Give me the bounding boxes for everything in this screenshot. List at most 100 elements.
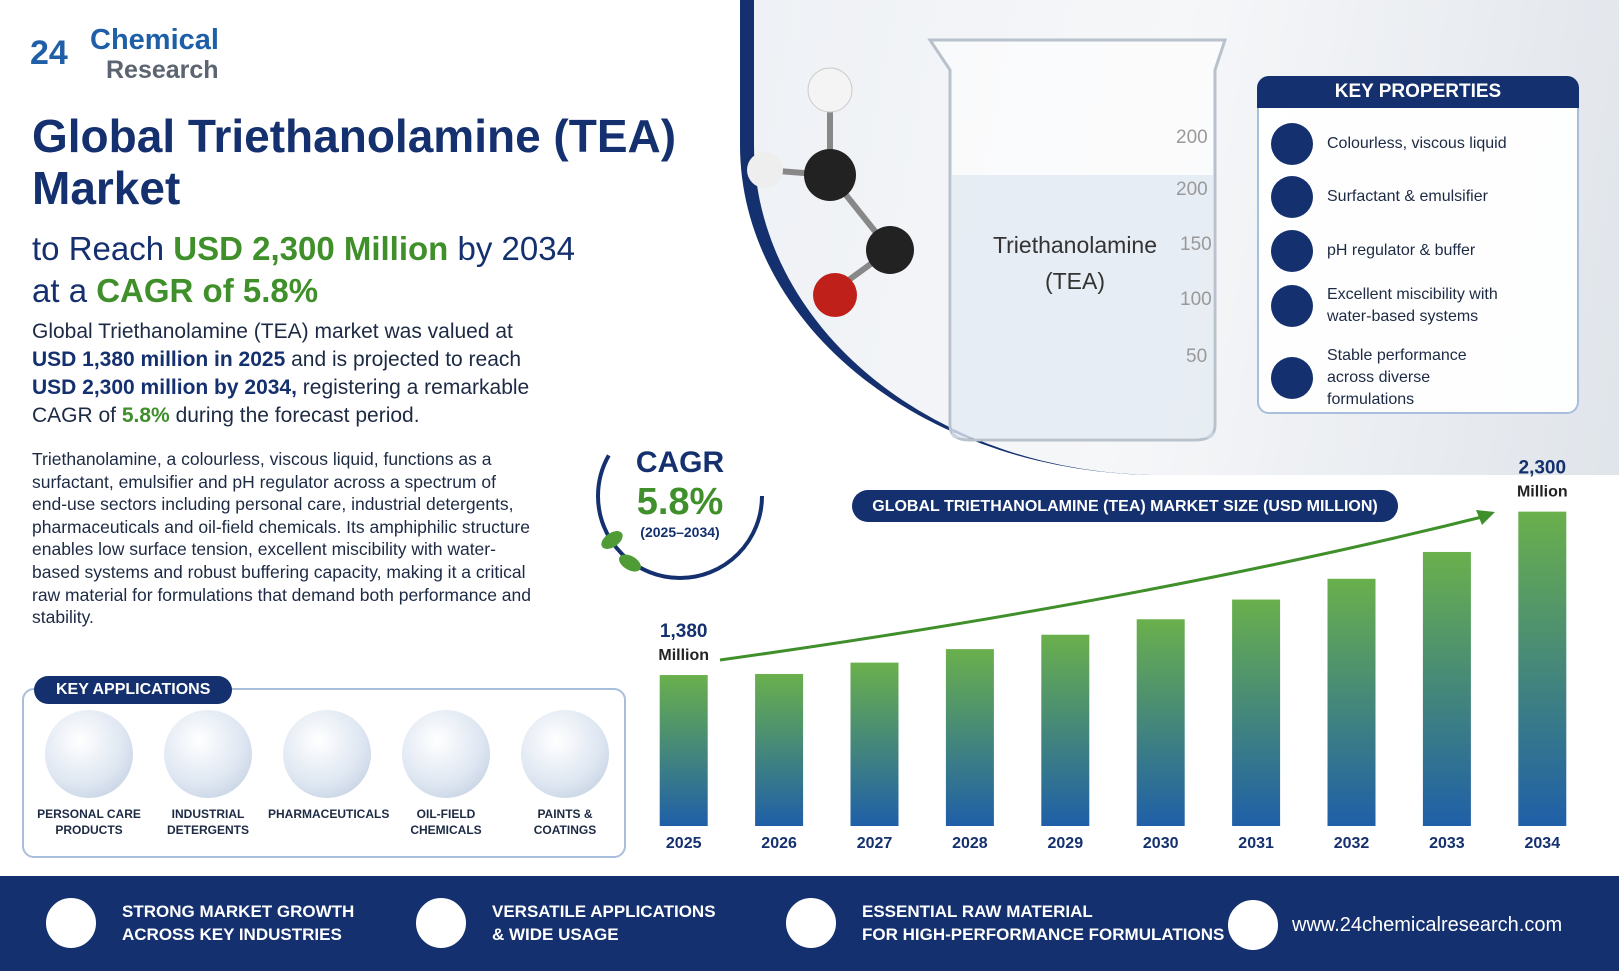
application-label: CHEMICALS [410,823,482,837]
subtitle-text: to Reach [32,230,174,267]
property-icon [1271,357,1313,399]
beaker-label: (TEA) [1045,268,1105,294]
title-line: Global Triethanolamine (TEA) [32,110,677,162]
property: Stable performance across diverse formul… [1271,345,1571,411]
footer-line: STRONG MARKET GROWTH [122,902,355,921]
application-label: INDUSTRIAL [171,807,245,821]
key-applications-title: KEY APPLICATIONS [34,676,233,704]
beaker-label: Triethanolamine [993,232,1157,258]
subtitle-text: by 2034 [448,230,575,267]
bar [1422,551,1471,826]
bar [1041,634,1090,826]
footer-line: ACROSS KEY INDUSTRIES [122,925,342,944]
logo-text: Research [106,56,219,84]
x-tick-label: 2033 [1429,835,1465,852]
beaker-scale: 200 [1176,179,1208,200]
summary-highlight: 5.8% [121,404,170,427]
x-tick-label: 2030 [1143,835,1179,852]
footer-line: ESSENTIAL RAW MATERIAL [862,902,1093,921]
website: www.24chemicalresearch.com [1228,900,1562,950]
globe-icon [1228,900,1278,950]
summary-highlight: USD 1,380 million in 2025 [32,348,286,371]
footer-line: FOR HIGH-PERFORMANCE FORMULATIONS [862,925,1225,944]
application-label: PHARMACEUTICALS [268,807,390,821]
property: Colourless, viscous liquid [1271,123,1571,165]
key-properties: KEY PROPERTIES Colourless, viscous liqui… [1257,76,1579,414]
application-label: PRODUCTS [55,823,123,837]
trend-arrow [719,513,1491,662]
bar [1518,511,1567,826]
property-icon [1271,176,1313,218]
bar [1327,578,1376,826]
cagr-period: (2025–2034) [640,524,719,540]
property-text: Excellent miscibility with water-based s… [1327,286,1498,325]
application-image [521,710,609,798]
application: INDUSTRIAL DETERGENTS [149,710,267,838]
logo-number: 24 [30,34,68,72]
subtitle: to Reach USD 2,300 Million by 2034 at a … [32,228,575,312]
beaker: Triethanolamine (TEA) 200 200 150 100 50 [927,38,1228,442]
application: PHARMACEUTICALS [268,710,390,822]
beaker-scale: 150 [1180,234,1212,255]
application-label: PAINTS & [537,807,593,821]
summary-text: registering a remarkable CAGR of [32,376,530,427]
trend-arrow-head [1476,510,1495,525]
application-image [164,710,252,798]
description: Triethanolamine, a colourless, viscous l… [32,449,532,628]
chart-title-bg [852,490,1398,522]
footer-text: STRONG MARKET GROWTH ACROSS KEY INDUSTRIE… [122,900,354,946]
application-label: DETERGENTS [166,823,249,837]
value-label: 1,380 [660,621,708,642]
application: PAINTS & COATINGS [506,710,624,838]
value-unit: Million [1517,484,1568,501]
bar [755,673,804,826]
summary-text: Global Triethanolamine (TEA) market was … [32,320,513,343]
property-icon [1271,123,1313,165]
footer: STRONG MARKET GROWTH ACROSS KEY INDUSTRIE… [0,876,1619,971]
property-text: Colourless, viscous liquid [1327,135,1507,152]
property: pH regulator & buffer [1271,230,1571,272]
bar [1232,599,1281,826]
summary-text: and is projected to reach [285,348,522,371]
application-image [283,710,371,798]
key-applications: KEY APPLICATIONS PERSONAL CARE PRODUCTS IN… [22,676,626,858]
property-text: Stable performance across diverse formul… [1327,347,1467,408]
footer-line: & WIDE USAGE [492,925,619,944]
footer-line: VERSATILE APPLICATIONS [492,902,716,921]
application: PERSONAL CARE PRODUCTS [30,710,148,838]
value-label: 2,300 [1519,458,1567,479]
website-text: www.24chemicalresearch.com [1292,913,1563,936]
x-tick-label: 2028 [952,835,988,852]
x-tick-label: 2034 [1525,835,1561,852]
logo-text: Chemical [90,24,219,56]
title: Global Triethanolamine (TEA) Market [32,110,676,214]
beaker-scale: 200 [1176,127,1208,148]
footer-item: STRONG MARKET GROWTH ACROSS KEY INDUSTRIE… [46,898,354,948]
property: Excellent miscibility with water-based s… [1271,284,1571,328]
x-tick-label: 2032 [1334,835,1370,852]
cagr-badge: CAGR 5.8% (2025–2034) [596,412,764,580]
bar [659,675,708,826]
application-label: COATINGS [533,823,597,837]
footer-text: VERSATILE APPLICATIONS & WIDE USAGE [492,900,716,946]
footer-item: VERSATILE APPLICATIONS & WIDE USAGE [416,898,716,948]
title-line: Market [32,162,181,214]
property-text: pH regulator & buffer [1327,242,1476,259]
footer-text: ESSENTIAL RAW MATERIAL FOR HIGH-PERFORMAN… [862,900,1224,946]
footer-icon [416,898,466,948]
cagr-value: 5.8% [637,481,724,523]
x-tick-label: 2029 [1048,835,1084,852]
property: Surfactant & emulsifier [1271,176,1571,218]
property-text: Surfactant & emulsifier [1327,188,1488,205]
footer-item: ESSENTIAL RAW MATERIAL FOR HIGH-PERFORMAN… [786,898,1224,948]
footer-icon [46,898,96,948]
bar [1136,619,1185,826]
summary-text: during the forecast period. [169,404,420,427]
application-image [402,710,490,798]
x-tick-label: 2025 [666,835,702,852]
value-unit: Million [658,647,709,664]
subtitle-highlight: CAGR of 5.8% [96,272,319,309]
application-label: PERSONAL CARE [37,807,141,821]
cagr-label: CAGR [636,446,725,479]
